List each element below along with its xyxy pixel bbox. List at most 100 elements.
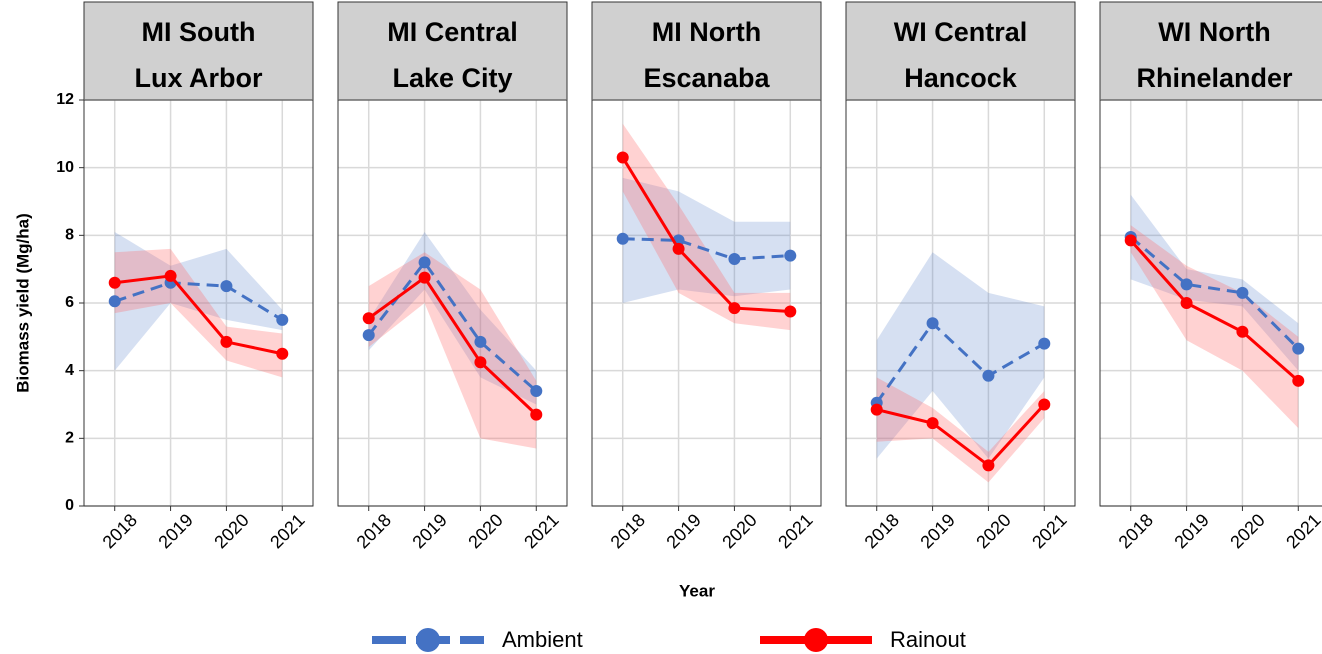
point	[616, 151, 629, 164]
point	[784, 305, 797, 318]
x-tick-label: 2021	[520, 510, 562, 552]
facet-title: MI Central	[387, 17, 518, 47]
point	[728, 253, 741, 266]
point	[220, 335, 233, 348]
legend-marker	[416, 628, 440, 652]
y-tick-label: 12	[56, 91, 74, 108]
y-tick-label: 10	[56, 159, 74, 176]
x-tick-label: 2018	[99, 510, 141, 552]
x-tick-label: 2018	[607, 510, 649, 552]
confidence-band	[876, 377, 1045, 483]
point	[1180, 278, 1193, 291]
point	[108, 295, 121, 308]
point	[362, 329, 375, 342]
series-line	[876, 403, 1046, 468]
series-line	[875, 321, 1046, 404]
confidence-band	[114, 231, 283, 371]
panel-frame	[845, 99, 1076, 507]
series-line	[621, 156, 791, 313]
point	[418, 256, 431, 269]
facet-title: Lux Arbor	[135, 63, 263, 93]
point	[474, 356, 487, 369]
facet-title: Escanaba	[643, 63, 770, 93]
point	[530, 384, 543, 397]
x-tick-label: 2018	[1115, 510, 1157, 552]
x-tick-label: 2019	[154, 510, 196, 552]
point	[1292, 374, 1305, 387]
x-tick-label: 2021	[266, 510, 308, 552]
facet-header	[337, 1, 568, 101]
x-tick-label: 2021	[1028, 510, 1070, 552]
point	[1180, 297, 1193, 309]
x-tick-label: 2019	[1170, 510, 1212, 552]
point	[1292, 342, 1305, 355]
point	[418, 271, 431, 284]
x-tick-label: 2019	[408, 510, 450, 552]
x-tick-label: 2018	[353, 510, 395, 552]
facet-title: MI South	[142, 17, 256, 47]
confidence-band	[622, 177, 791, 303]
point	[276, 313, 289, 326]
panel-frame	[83, 99, 314, 507]
x-tick-label: 2020	[1226, 510, 1268, 552]
facet-title: Rhinelander	[1136, 63, 1293, 93]
point	[474, 335, 487, 348]
panel-frame	[337, 99, 568, 507]
point	[530, 408, 543, 421]
point	[982, 369, 995, 382]
legend-label: Rainout	[890, 627, 966, 652]
series-line	[114, 274, 283, 356]
facet-title: MI North	[652, 17, 761, 47]
facet-header	[1099, 1, 1322, 101]
series-line	[622, 237, 791, 261]
point	[672, 242, 685, 255]
x-tick-label: 2019	[916, 510, 958, 552]
point	[616, 232, 629, 245]
x-tick-label: 2020	[718, 510, 760, 552]
confidence-band	[876, 252, 1045, 459]
y-tick-label: 0	[65, 497, 74, 514]
x-tick-label: 2020	[210, 510, 252, 552]
x-tick-label: 2020	[464, 510, 506, 552]
y-tick-label: 2	[65, 430, 74, 447]
point	[1038, 337, 1051, 350]
x-tick-label: 2019	[662, 510, 704, 552]
facet-title: Hancock	[904, 63, 1018, 93]
point	[926, 417, 939, 430]
point	[926, 317, 939, 330]
x-tick-label: 2018	[861, 510, 903, 552]
legend-label: Ambient	[502, 627, 583, 652]
x-tick-label: 2021	[1282, 510, 1322, 552]
panel-frame	[1099, 99, 1322, 507]
panel-frame	[591, 99, 822, 507]
facet-title: Lake City	[392, 63, 512, 93]
confidence-band	[1130, 225, 1299, 429]
y-axis-label: Biomass yield (Mg/ha)	[13, 213, 32, 392]
series-line	[1129, 239, 1300, 382]
point	[728, 302, 741, 315]
point	[1236, 325, 1249, 338]
point	[1038, 398, 1051, 411]
point	[220, 280, 233, 293]
facet-header	[591, 1, 822, 101]
x-tick-label: 2020	[972, 510, 1014, 552]
point	[108, 276, 121, 289]
y-tick-label: 4	[65, 362, 74, 379]
x-tick-label: 2021	[774, 510, 816, 552]
confidence-band	[1130, 194, 1299, 371]
facet-header	[83, 1, 314, 101]
point	[276, 347, 289, 360]
point	[362, 312, 375, 325]
point	[164, 269, 177, 282]
point	[982, 459, 995, 472]
y-tick-label: 6	[65, 294, 74, 311]
series-line	[367, 275, 538, 416]
facet-title: WI North	[1158, 17, 1270, 47]
point	[870, 403, 883, 416]
confidence-band	[368, 252, 537, 449]
facet-header	[845, 1, 1076, 101]
point	[1124, 234, 1137, 247]
point	[1236, 286, 1249, 299]
series-line	[114, 281, 284, 322]
